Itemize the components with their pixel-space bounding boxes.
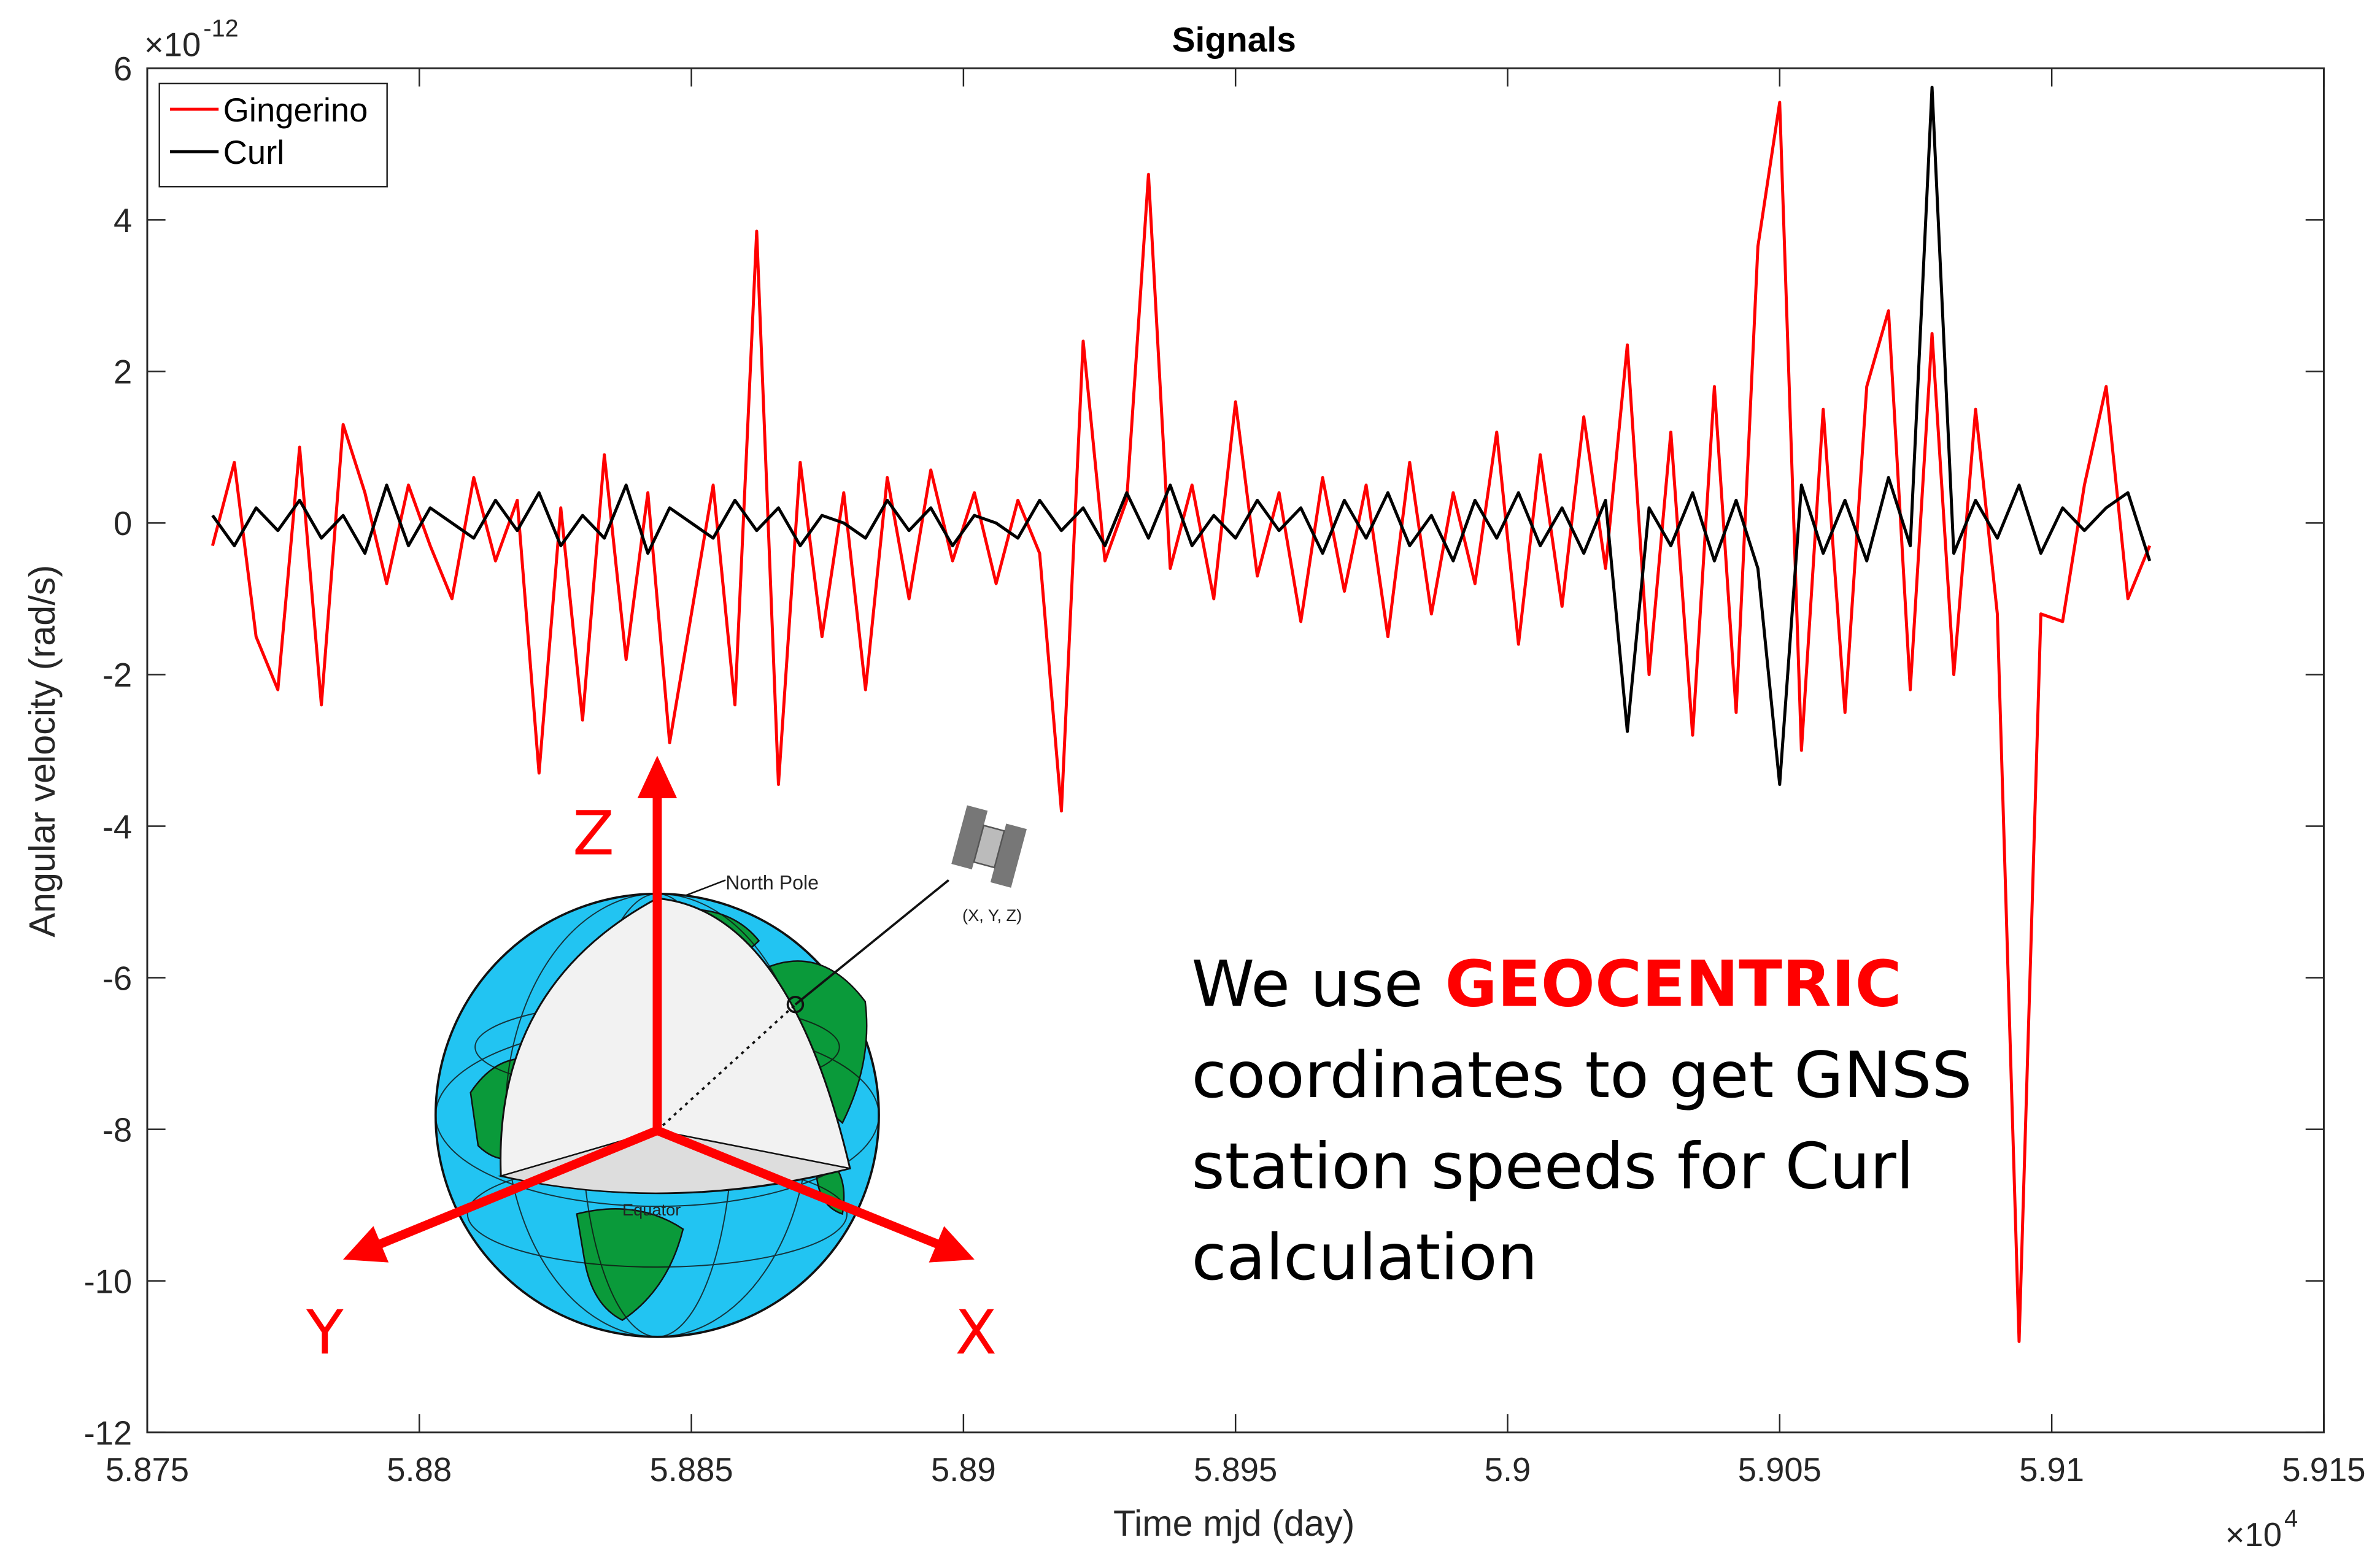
satellite: [951, 805, 1027, 888]
satellite-pointer: [794, 879, 949, 1006]
x-axis-label: Time mjd (day): [1113, 1503, 1354, 1544]
x-tick-label: 5.895: [1194, 1451, 1277, 1488]
annotation-line: calculation: [1191, 1221, 1537, 1295]
y-exponent-base: ×10: [144, 26, 201, 64]
annotation: We use GEOCENTRIC coordinates to get GNS…: [1191, 948, 1972, 1295]
series-line: [211, 101, 2152, 1343]
y-exponent-power: -12: [203, 15, 238, 42]
series-line: [211, 85, 2152, 787]
x-axis-letter: X: [955, 1298, 997, 1368]
globe-diagram: North Pole Equator (X, Y, Z) Z Y X: [306, 755, 1027, 1368]
satellite-label: (X, Y, Z): [962, 906, 1022, 925]
north-pole-label: North Pole: [725, 871, 819, 893]
y-tick-label: -2: [102, 657, 132, 694]
y-tick-label: 0: [114, 505, 132, 542]
x-tick-label: 5.88: [387, 1451, 452, 1488]
x-tick-label: 5.885: [650, 1451, 733, 1488]
x-tick-label: 5.875: [106, 1451, 189, 1488]
annotation-lead: We use: [1191, 948, 1423, 1022]
chart-title: Signals: [1172, 21, 1296, 60]
legend: Gingerino Curl: [158, 82, 388, 188]
y-tick-label: 6: [114, 50, 132, 88]
x-tick-label: 5.91: [2019, 1451, 2084, 1488]
annotation-line: coordinates to get GNSS: [1191, 1039, 1972, 1112]
pole-pointer: [686, 879, 726, 896]
x-exponent-base: ×10: [2225, 1516, 2282, 1548]
x-tick-label: 5.915: [2282, 1451, 2365, 1488]
legend-box: [158, 82, 388, 188]
z-axis-label: Z: [573, 798, 614, 869]
x-tick-label: 5.9: [1485, 1451, 1531, 1488]
annotation-line: station speeds for Curl: [1191, 1130, 1914, 1203]
y-tick-label: -4: [102, 808, 132, 845]
y-tick-label: -8: [102, 1111, 132, 1149]
y-tick-label: -6: [102, 960, 132, 997]
y-axis-letter: Y: [306, 1298, 344, 1368]
legend-label: Curl: [223, 134, 285, 171]
x-exponent-power: 4: [2284, 1505, 2298, 1532]
y-tick-label: -10: [84, 1263, 133, 1300]
y-tick-label: 4: [114, 202, 132, 239]
coordinate-axes: [342, 755, 975, 1263]
y-tick-label: 2: [114, 353, 132, 391]
legend-label: Gingerino: [223, 91, 368, 129]
annotation-highlight: GEOCENTRIC: [1445, 948, 1901, 1022]
station-point: [786, 996, 805, 1014]
y-axis-label: Angular velocity (rad/s): [21, 565, 63, 938]
x-tick-label: 5.89: [931, 1451, 996, 1488]
equator-label: Equator: [622, 1200, 681, 1219]
x-tick-label: 5.905: [1738, 1451, 1822, 1488]
y-tick-label: -12: [84, 1414, 133, 1452]
position-vector: [656, 1003, 797, 1131]
